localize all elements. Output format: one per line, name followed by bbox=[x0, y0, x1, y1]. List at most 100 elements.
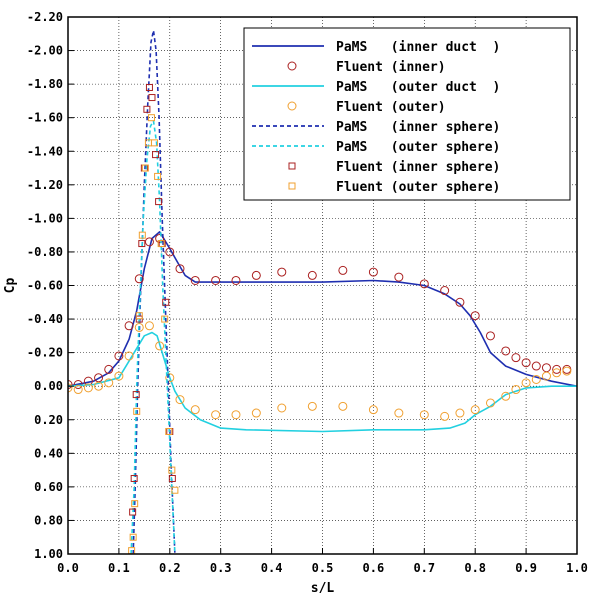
x-axis-title: s/L bbox=[311, 581, 335, 596]
x-tick-label: 0.2 bbox=[159, 561, 181, 575]
legend-box bbox=[243, 27, 571, 201]
data-point bbox=[135, 312, 143, 320]
x-tick-label: 1.0 bbox=[566, 561, 588, 575]
data-point bbox=[541, 371, 551, 381]
series-3 bbox=[68, 321, 572, 421]
data-point bbox=[485, 398, 495, 408]
data-point bbox=[338, 265, 348, 275]
y-tick-label: -1.60 bbox=[27, 111, 63, 125]
data-point bbox=[394, 408, 404, 418]
data-point bbox=[511, 385, 521, 395]
data-point bbox=[155, 198, 163, 206]
data-point bbox=[307, 401, 317, 411]
x-tick-label: 0.5 bbox=[312, 561, 334, 575]
data-point bbox=[470, 311, 480, 321]
data-point bbox=[68, 380, 73, 390]
data-point bbox=[144, 321, 154, 331]
data-point bbox=[419, 279, 429, 289]
data-point bbox=[455, 297, 465, 307]
tick-labels: 0.0 0.1 0.2 0.3 0.4 0.5 0.6 0.7 0.8 0.9 1.0 -2.20 -2… bbox=[27, 10, 588, 575]
data-point bbox=[251, 270, 261, 280]
legend-swatch bbox=[287, 61, 297, 71]
legend-label: PaMS (inner sphere) bbox=[336, 120, 500, 135]
legend-label: PaMS (outer duct ) bbox=[336, 80, 500, 95]
data-point bbox=[440, 411, 450, 421]
data-point bbox=[124, 351, 134, 361]
data-point bbox=[251, 408, 261, 418]
y-tick-label: -2.20 bbox=[27, 10, 63, 24]
data-point bbox=[211, 275, 221, 285]
data-point bbox=[152, 151, 160, 159]
x-tick-label: 0.1 bbox=[108, 561, 130, 575]
data-point bbox=[148, 94, 156, 102]
x-tick-label: 0.8 bbox=[464, 561, 486, 575]
data-point bbox=[134, 274, 144, 284]
data-point bbox=[129, 533, 137, 541]
data-point bbox=[511, 353, 521, 363]
y-tick-label: -0.60 bbox=[27, 279, 63, 293]
data-point bbox=[138, 240, 146, 248]
data-point bbox=[133, 407, 141, 415]
data-point bbox=[394, 272, 404, 282]
data-point bbox=[211, 410, 221, 420]
data-point bbox=[552, 368, 562, 378]
y-tick-label: -1.00 bbox=[27, 211, 63, 225]
series-2 bbox=[68, 331, 577, 433]
y-tick-label: 0.40 bbox=[34, 446, 63, 460]
y-tick-label: -2.00 bbox=[27, 44, 63, 58]
legend: PaMS (inner duct ) Fluent (inner) PaMS (ou… bbox=[243, 27, 571, 201]
data-point bbox=[440, 286, 450, 296]
data-point bbox=[521, 378, 531, 388]
y-tick-label: 0.60 bbox=[34, 480, 63, 494]
y-tick-label: 1.00 bbox=[34, 547, 63, 561]
x-tick-label: 0.7 bbox=[413, 561, 435, 575]
data-point bbox=[277, 403, 287, 413]
data-point bbox=[145, 83, 153, 91]
series-line bbox=[68, 331, 577, 433]
series-6 bbox=[129, 83, 176, 516]
data-point bbox=[531, 374, 541, 384]
data-point bbox=[168, 466, 176, 474]
series-line bbox=[68, 231, 577, 387]
data-point bbox=[190, 275, 200, 285]
y-tick-label: -1.80 bbox=[27, 77, 63, 91]
data-point bbox=[368, 405, 378, 415]
y-tick-label: -0.20 bbox=[27, 346, 63, 360]
legend-label: Fluent (outer) bbox=[336, 100, 446, 115]
legend-swatch bbox=[288, 162, 296, 170]
grid bbox=[68, 17, 577, 554]
data-point bbox=[171, 486, 179, 494]
series-1 bbox=[68, 234, 572, 390]
y-tick-label: 0.80 bbox=[34, 513, 63, 527]
data-point bbox=[162, 298, 170, 306]
x-tick-label: 0.9 bbox=[515, 561, 537, 575]
y-axis-title: Cp bbox=[3, 278, 18, 294]
data-point bbox=[131, 500, 139, 508]
data-point bbox=[190, 405, 200, 415]
y-tick-label: -1.40 bbox=[27, 144, 63, 158]
data-point bbox=[470, 405, 480, 415]
data-point bbox=[147, 114, 155, 122]
x-tick-label: 0.6 bbox=[363, 561, 385, 575]
data-point bbox=[68, 383, 73, 393]
series-0 bbox=[68, 231, 577, 387]
data-point bbox=[141, 164, 149, 172]
data-point bbox=[501, 346, 511, 356]
data-point bbox=[161, 315, 169, 323]
data-point bbox=[552, 364, 562, 374]
data-point bbox=[455, 408, 465, 418]
data-point bbox=[277, 267, 287, 277]
series-layer bbox=[68, 29, 577, 554]
data-point bbox=[151, 139, 159, 147]
legend-label: Fluent (outer sphere) bbox=[336, 180, 500, 195]
data-point bbox=[104, 378, 114, 388]
data-point bbox=[307, 270, 317, 280]
x-tick-label: 0.4 bbox=[261, 561, 283, 575]
legend-label: Fluent (inner sphere) bbox=[336, 160, 500, 175]
data-point bbox=[134, 322, 144, 332]
data-point bbox=[114, 351, 124, 361]
data-point bbox=[175, 264, 185, 274]
data-point bbox=[231, 275, 241, 285]
y-tick-label: 0.00 bbox=[34, 379, 63, 393]
data-point bbox=[338, 401, 348, 411]
